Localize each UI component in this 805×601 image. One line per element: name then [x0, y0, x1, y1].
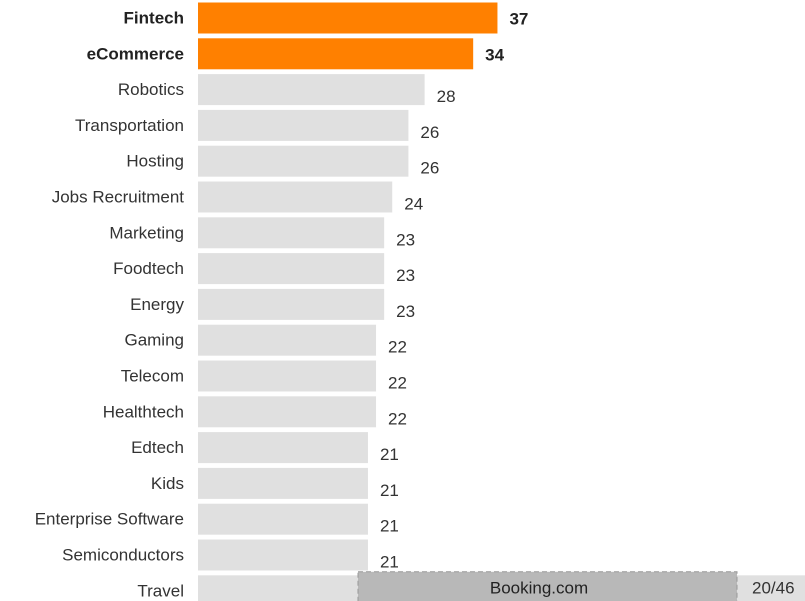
bar	[198, 396, 377, 428]
bar	[198, 145, 409, 177]
category-label: Travel	[137, 581, 184, 600]
bar	[198, 503, 368, 535]
value-label: 21	[380, 517, 399, 536]
category-label: Robotics	[118, 80, 184, 99]
category-label: Fintech	[124, 8, 184, 27]
category-label: Enterprise Software	[35, 510, 184, 529]
value-label: 22	[388, 373, 407, 392]
category-label: Kids	[151, 474, 184, 493]
category-label: Hosting	[126, 152, 184, 171]
bar	[198, 432, 368, 464]
bar	[198, 539, 368, 571]
annotation-text: Booking.com	[490, 578, 588, 597]
category-label: Transportation	[75, 116, 184, 135]
value-label: 37	[509, 9, 528, 28]
bar	[198, 74, 425, 106]
value-label: 23	[396, 230, 415, 249]
value-label: 22	[388, 338, 407, 357]
value-label: 22	[388, 409, 407, 428]
annotation-label: 20/46	[752, 578, 795, 597]
bar	[198, 38, 474, 70]
bar	[198, 324, 377, 356]
annotation-box	[357, 571, 738, 601]
category-label: Foodtech	[113, 259, 184, 278]
bar	[198, 217, 385, 249]
bar	[198, 109, 409, 141]
value-label: 21	[380, 481, 399, 500]
value-label: 28	[437, 87, 456, 106]
bar	[198, 360, 377, 392]
category-label: Semiconductors	[62, 545, 184, 564]
value-label: 24	[404, 194, 423, 213]
value-label: 21	[380, 552, 399, 571]
category-label: Healthtech	[103, 402, 184, 421]
category-label: Jobs Recruitment	[52, 187, 185, 206]
value-label: 23	[396, 266, 415, 285]
value-label: 34	[485, 45, 504, 64]
value-label: 23	[396, 302, 415, 321]
bar	[198, 288, 385, 320]
bar	[198, 181, 393, 213]
category-label: Marketing	[109, 223, 184, 242]
category-label: Telecom	[121, 366, 184, 385]
value-label: 26	[420, 123, 439, 142]
category-label: eCommerce	[87, 44, 184, 63]
category-label: Edtech	[131, 438, 184, 457]
category-label: Energy	[130, 295, 184, 314]
value-label: 21	[380, 445, 399, 464]
bar	[198, 253, 385, 285]
value-label: 26	[420, 159, 439, 178]
bar	[198, 467, 368, 499]
category-label: Gaming	[124, 331, 184, 350]
bar	[198, 2, 498, 34]
